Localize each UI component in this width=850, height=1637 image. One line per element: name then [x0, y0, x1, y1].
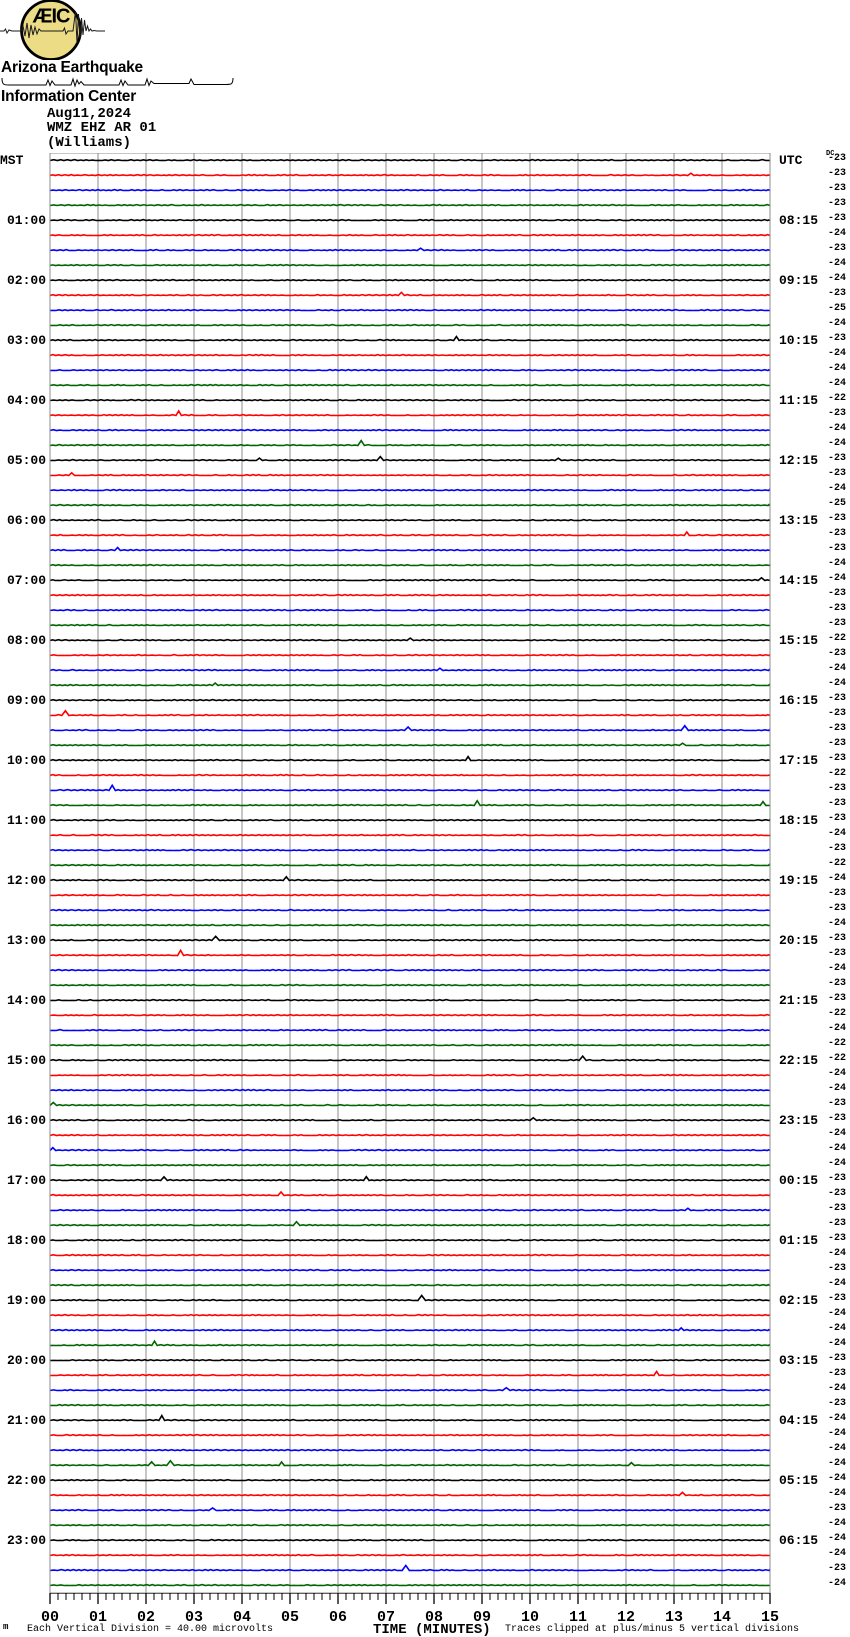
svg-text:Each Vertical Division = 40.: Each Vertical Division = 40.00 microvolt… — [27, 1623, 273, 1635]
svg-text:ÆIC: ÆIC — [33, 6, 71, 28]
svg-text:06: 06 — [329, 1609, 347, 1626]
svg-text:TIME (MINUTES): TIME (MINUTES) — [373, 1622, 491, 1637]
svg-text:05: 05 — [281, 1609, 299, 1626]
svg-text:m: m — [3, 1622, 9, 1632]
svg-text:Traces clipped at plus/minus 5: Traces clipped at plus/minus 5 vertical … — [505, 1623, 799, 1635]
